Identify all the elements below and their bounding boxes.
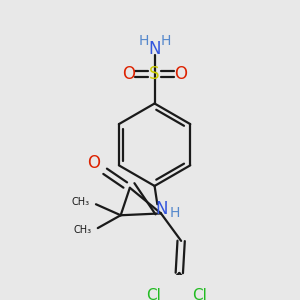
Text: Cl: Cl: [192, 288, 207, 300]
Text: N: N: [156, 200, 168, 218]
Text: O: O: [122, 65, 135, 83]
Text: Cl: Cl: [146, 288, 161, 300]
Text: H: H: [138, 34, 149, 48]
Text: H: H: [160, 34, 171, 48]
Text: O: O: [174, 65, 187, 83]
Text: CH₃: CH₃: [73, 225, 92, 235]
Text: CH₃: CH₃: [71, 197, 89, 207]
Text: N: N: [148, 40, 161, 58]
Text: H: H: [169, 206, 180, 220]
Text: O: O: [87, 154, 100, 172]
Text: S: S: [149, 65, 160, 83]
